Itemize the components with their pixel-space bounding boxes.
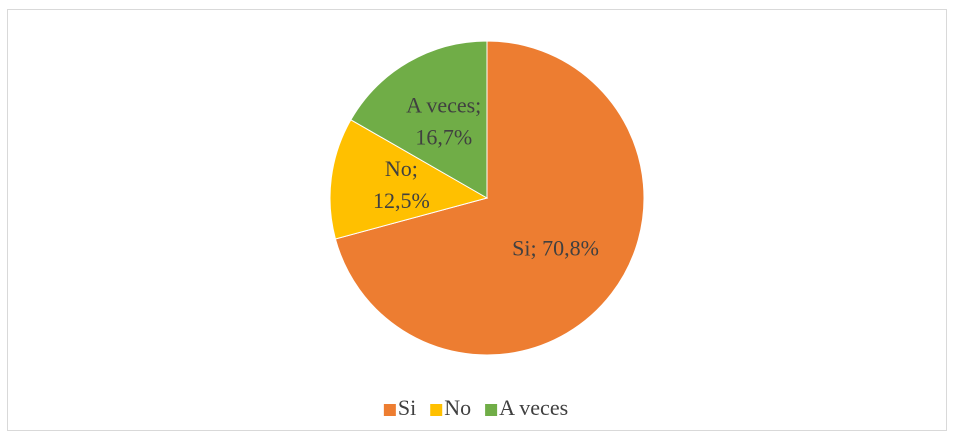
legend-label: No xyxy=(444,395,471,420)
data-label: No; 12,5% xyxy=(373,156,430,213)
data-label-line: No; xyxy=(385,156,418,181)
data-label-line: A veces; xyxy=(406,92,481,117)
pie-slice xyxy=(334,40,645,356)
data-label-line: 12,5% xyxy=(373,188,430,213)
pie-slice xyxy=(329,119,489,240)
legend-swatch xyxy=(485,404,498,416)
legend-swatch xyxy=(383,404,396,416)
legend-label: Si xyxy=(398,395,416,420)
legend-label: A veces xyxy=(499,395,568,420)
pie-slice xyxy=(350,40,488,199)
data-label: A veces; 16,7% xyxy=(406,92,481,149)
legend-swatch xyxy=(430,404,443,416)
data-label: Si; 70,8% xyxy=(512,236,599,261)
data-label-line: 16,7% xyxy=(415,124,472,149)
